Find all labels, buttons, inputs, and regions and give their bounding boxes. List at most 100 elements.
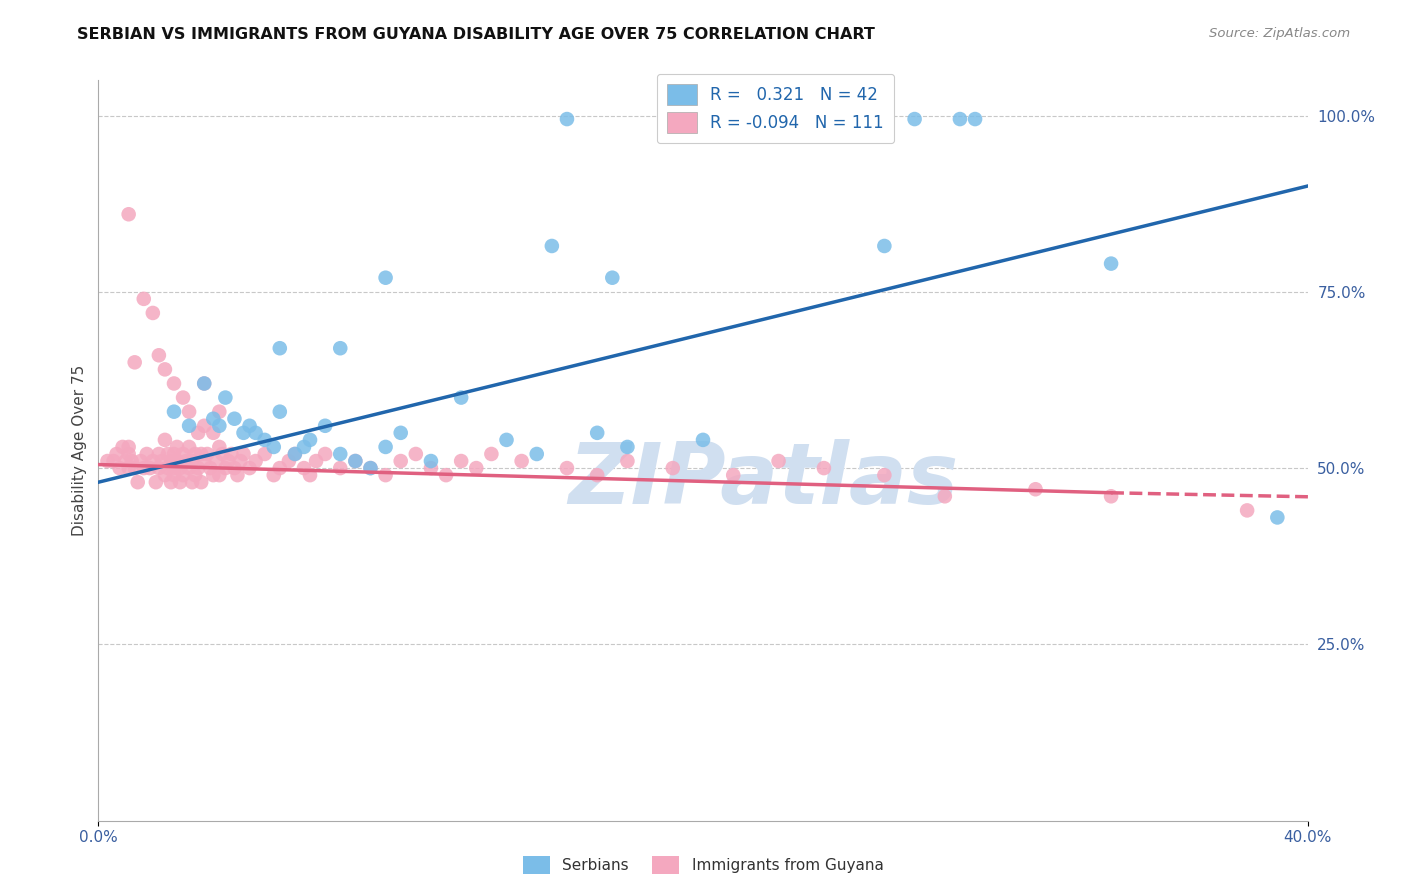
- Point: [200, 461, 222, 475]
- Point: [172, 391, 194, 405]
- Point: [208, 418, 231, 433]
- Point: [768, 454, 790, 468]
- Point: [190, 447, 212, 461]
- Point: [208, 468, 231, 483]
- Point: [232, 425, 254, 440]
- Point: [232, 447, 254, 461]
- Point: [284, 447, 307, 461]
- Point: [1099, 489, 1122, 503]
- Point: [163, 405, 186, 419]
- Point: [873, 468, 896, 483]
- Point: [465, 461, 488, 475]
- Point: [118, 461, 141, 475]
- Point: [172, 447, 194, 461]
- Point: [163, 461, 186, 475]
- Point: [292, 461, 315, 475]
- Point: [555, 112, 578, 126]
- Point: [124, 461, 146, 475]
- Point: [360, 461, 382, 475]
- Point: [813, 461, 835, 475]
- Point: [586, 425, 609, 440]
- Point: [269, 461, 291, 475]
- Text: ZIPatlas: ZIPatlas: [568, 439, 959, 522]
- Point: [179, 440, 201, 454]
- Point: [1024, 482, 1046, 496]
- Point: [163, 376, 186, 391]
- Point: [269, 341, 291, 355]
- Point: [873, 239, 896, 253]
- Point: [1267, 510, 1289, 524]
- Point: [179, 418, 201, 433]
- Point: [132, 461, 155, 475]
- Point: [132, 292, 155, 306]
- Point: [103, 454, 125, 468]
- Point: [692, 433, 714, 447]
- Point: [172, 468, 194, 483]
- Point: [555, 461, 578, 475]
- Point: [111, 440, 134, 454]
- Point: [329, 341, 352, 355]
- Point: [224, 461, 246, 475]
- Point: [114, 454, 136, 468]
- Point: [179, 461, 201, 475]
- Point: [169, 475, 191, 490]
- Point: [1099, 257, 1122, 271]
- Point: [344, 454, 367, 468]
- Point: [723, 468, 745, 483]
- Point: [142, 306, 165, 320]
- Point: [202, 425, 225, 440]
- Point: [163, 468, 186, 483]
- Point: [127, 475, 149, 490]
- Point: [299, 433, 322, 447]
- Legend: Serbians, Immigrants from Guyana: Serbians, Immigrants from Guyana: [516, 850, 890, 880]
- Point: [329, 447, 352, 461]
- Point: [193, 376, 215, 391]
- Point: [450, 391, 472, 405]
- Point: [224, 411, 246, 425]
- Point: [389, 454, 412, 468]
- Text: Source: ZipAtlas.com: Source: ZipAtlas.com: [1209, 27, 1350, 40]
- Point: [374, 468, 396, 483]
- Point: [129, 454, 152, 468]
- Point: [153, 362, 176, 376]
- Point: [217, 454, 239, 468]
- Point: [118, 440, 141, 454]
- Point: [181, 475, 204, 490]
- Point: [305, 454, 328, 468]
- Point: [193, 376, 215, 391]
- Point: [153, 468, 176, 483]
- Point: [269, 405, 291, 419]
- Point: [1236, 503, 1258, 517]
- Point: [156, 447, 179, 461]
- Point: [166, 440, 188, 454]
- Point: [586, 468, 609, 483]
- Point: [184, 468, 207, 483]
- Point: [360, 461, 382, 475]
- Point: [602, 270, 624, 285]
- Point: [616, 454, 638, 468]
- Point: [245, 425, 267, 440]
- Point: [253, 433, 276, 447]
- Point: [434, 468, 457, 483]
- Point: [314, 418, 336, 433]
- Point: [187, 461, 209, 475]
- Point: [374, 270, 396, 285]
- Point: [208, 440, 231, 454]
- Point: [214, 391, 236, 405]
- Point: [229, 454, 252, 468]
- Point: [105, 447, 128, 461]
- Point: [904, 112, 927, 126]
- Legend: R =   0.321   N = 42, R = -0.094   N = 111: R = 0.321 N = 42, R = -0.094 N = 111: [657, 74, 894, 144]
- Point: [450, 454, 472, 468]
- Point: [263, 468, 285, 483]
- Point: [118, 447, 141, 461]
- Point: [949, 112, 972, 126]
- Point: [202, 468, 225, 483]
- Point: [221, 447, 243, 461]
- Point: [190, 475, 212, 490]
- Point: [205, 454, 228, 468]
- Point: [118, 207, 141, 221]
- Point: [277, 454, 299, 468]
- Point: [374, 440, 396, 454]
- Point: [344, 454, 367, 468]
